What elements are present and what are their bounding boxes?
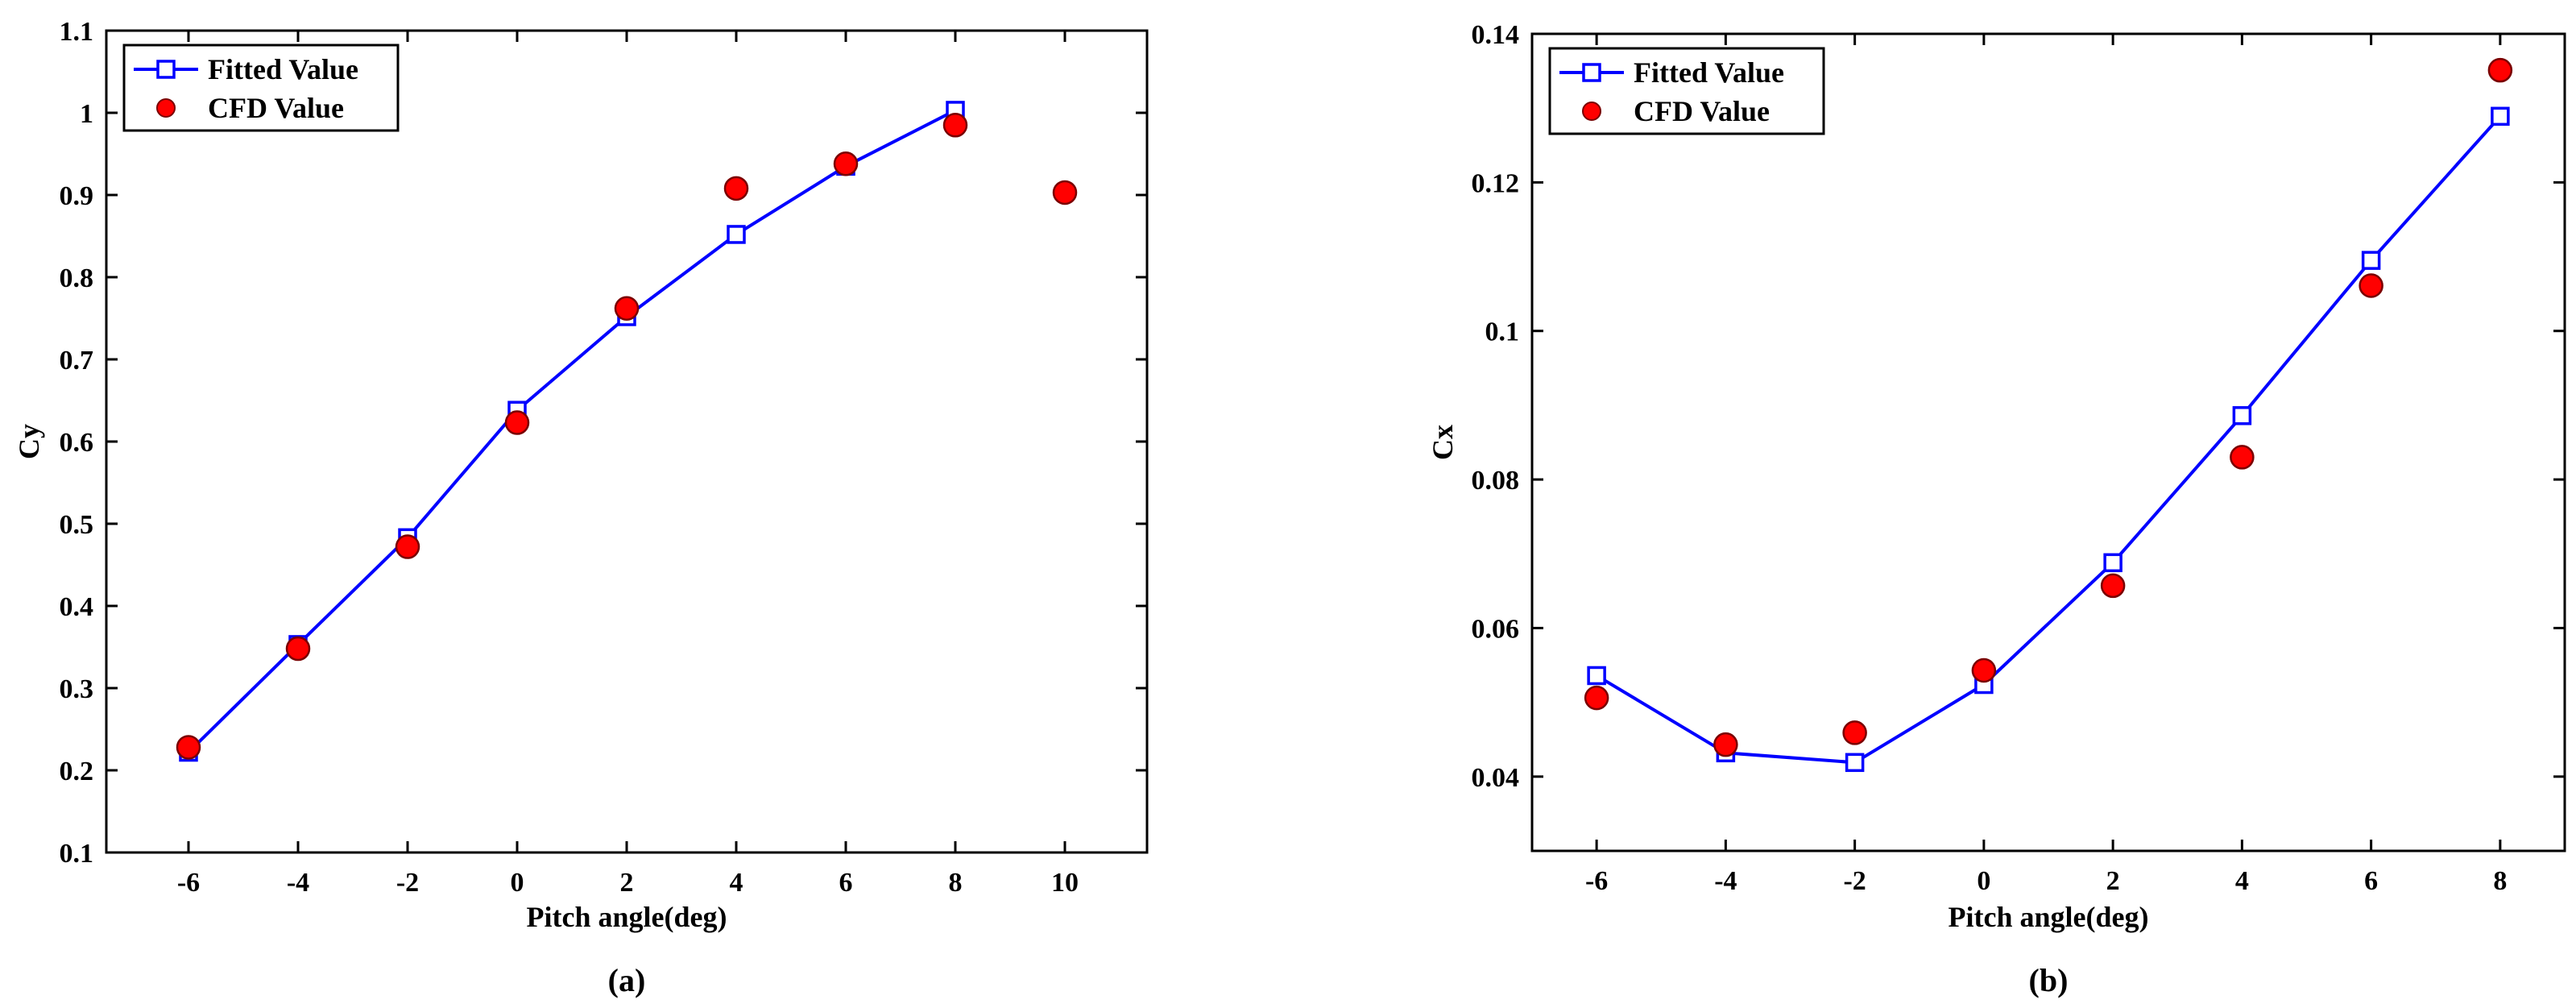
cfd-value-marker <box>1713 732 1738 757</box>
series-fitted-value <box>179 101 965 762</box>
y-tick-label: 0.3 <box>60 674 94 704</box>
cfd-value-marker <box>942 113 968 138</box>
x-tick-label: 2 <box>2106 866 2120 896</box>
x-tick-label: 6 <box>839 868 853 898</box>
y-axis-label: Cx <box>1427 425 1459 460</box>
cfd-value-marker <box>2230 445 2255 470</box>
cfd-value-marker <box>1052 180 1078 205</box>
x-tick-label: 0 <box>1977 866 1990 896</box>
legend: Fitted Value CFD Value <box>122 44 400 132</box>
legend-cfd-marker <box>156 98 176 118</box>
y-tick-label: 0.1 <box>60 839 94 869</box>
fitted-value-marker <box>1845 753 1865 773</box>
y-tick-label: 0.4 <box>60 592 94 622</box>
x-tick-label: -6 <box>1585 866 1608 896</box>
cfd-value-marker <box>1971 657 1997 683</box>
x-tick-label: 8 <box>949 868 963 898</box>
y-tick-label: 0.1 <box>1485 317 1520 347</box>
legend-cfd-marker <box>1582 102 1601 121</box>
x-axis-label: Pitch angle(deg) <box>527 901 727 933</box>
cfd-value-marker <box>723 176 749 201</box>
cfd-value-marker <box>285 636 311 662</box>
legend: Fitted Value CFD Value <box>1548 47 1825 135</box>
cfd-value-marker <box>833 151 859 176</box>
y-tick-label: 0.08 <box>1472 466 1520 496</box>
x-tick-label: -6 <box>177 868 200 898</box>
cfd-value-marker <box>176 735 201 760</box>
legend-cfd-label: CFD Value <box>1634 95 1770 127</box>
x-tick-label: -4 <box>1714 866 1737 896</box>
fitted-value-line <box>1596 114 2502 765</box>
legend-fitted-marker <box>156 60 176 79</box>
x-tick-label: -2 <box>1843 866 1866 896</box>
fitted-value-line <box>187 109 956 753</box>
cfd-value-marker <box>504 410 530 435</box>
y-tick-label: 0.12 <box>1472 168 1520 198</box>
x-tick-label: 0 <box>511 868 524 898</box>
plot-area-frame <box>1530 32 2566 852</box>
x-tick-label: -2 <box>396 868 419 898</box>
y-tick-label: 0.06 <box>1472 614 1520 644</box>
x-tick-label: 8 <box>2493 866 2507 896</box>
legend-fitted-marker <box>1582 63 1601 82</box>
y-tick-label: 0.5 <box>60 510 94 540</box>
cfd-value-marker <box>1842 720 1867 745</box>
legend-cfd-label: CFD Value <box>208 92 344 124</box>
x-tick-label: -4 <box>287 868 309 898</box>
fitted-value-marker <box>2103 553 2123 573</box>
legend-fitted-label: Fitted Value <box>208 53 358 85</box>
panel-label: (b) <box>2029 962 2069 998</box>
series-fitted-value <box>1587 106 2510 773</box>
cfd-value-marker <box>395 534 420 559</box>
cfd-value-marker <box>2487 57 2513 83</box>
y-tick-label: 0.2 <box>60 757 94 786</box>
fitted-value-marker <box>2232 406 2252 425</box>
y-tick-label: 1 <box>80 99 93 129</box>
x-tick-label: 4 <box>730 868 743 898</box>
y-tick-label: 0.6 <box>60 428 94 458</box>
cfd-value-marker <box>2359 273 2383 298</box>
legend-fitted-label: Fitted Value <box>1634 56 1784 89</box>
fitted-value-marker <box>1587 666 1606 686</box>
cfd-value-marker <box>1584 685 1609 711</box>
x-tick-label: 4 <box>2235 866 2249 896</box>
panel-label: (a) <box>608 962 646 998</box>
fitted-value-marker <box>2361 251 2381 270</box>
y-axis-label: Cy <box>13 424 45 459</box>
y-tick-label: 0.9 <box>60 181 94 211</box>
x-axis-label: Pitch angle(deg) <box>1949 901 2149 933</box>
y-tick-label: 0.7 <box>60 346 94 375</box>
cfd-value-marker <box>614 296 640 321</box>
y-tick-label: 0.8 <box>60 263 94 293</box>
x-tick-label: 2 <box>620 868 634 898</box>
plot-area-frame <box>105 29 1149 854</box>
series-cfd-value <box>1584 57 2513 757</box>
x-tick-label: 6 <box>2364 866 2378 896</box>
y-tick-label: 0.04 <box>1472 763 1520 793</box>
x-tick-label: 10 <box>1051 868 1079 898</box>
chart-panel-a: -6 -4 -2 0 2 4 6 8 10 0.1 0.2 0.3 0.4 0.5 0.6 0.7 0.8 0.9… <box>13 17 1149 998</box>
y-tick-label: 0.14 <box>1472 20 1520 50</box>
fitted-value-marker <box>727 225 746 244</box>
chart-panel-b: -6 -4 -2 0 2 4 6 8 0.04 0.06 0.08 0.1 0.12 0.14 Pitch … <box>1427 20 2566 998</box>
y-tick-label: 1.1 <box>60 17 94 47</box>
fitted-value-marker <box>2491 106 2510 127</box>
cfd-value-marker <box>2100 573 2126 599</box>
series-cfd-value <box>176 113 1078 760</box>
